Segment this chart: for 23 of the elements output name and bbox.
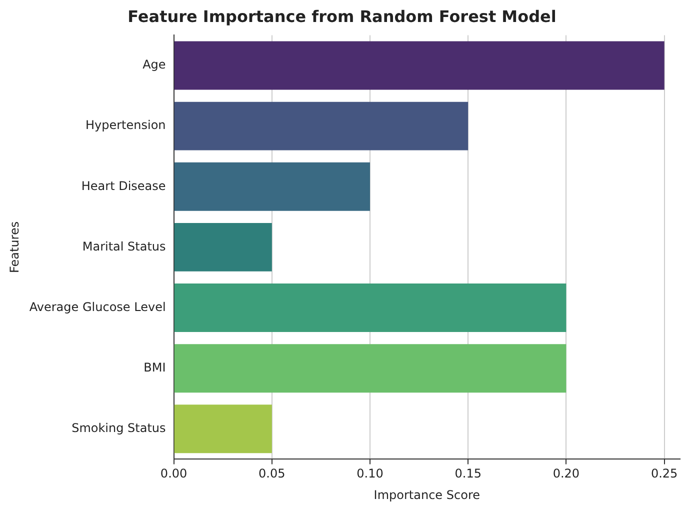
x-axis-title: Importance Score xyxy=(374,488,480,502)
y-tick-label: Average Glucose Level xyxy=(29,300,166,314)
x-tick-label: 0.05 xyxy=(258,466,286,481)
y-axis-title: Features xyxy=(7,221,22,274)
x-tick-label: 0.25 xyxy=(650,466,678,481)
y-tick-label: Age xyxy=(142,58,166,72)
x-tick-label: 0.20 xyxy=(552,466,580,481)
bar xyxy=(174,222,272,272)
y-tick-label: BMI xyxy=(144,360,166,374)
x-tick-label: 0.10 xyxy=(356,466,384,481)
bar xyxy=(174,102,468,150)
x-tick-label: 0.00 xyxy=(160,466,188,481)
y-tick-label: Marital Status xyxy=(82,239,166,254)
bar xyxy=(174,41,664,90)
chart-title: Feature Importance from Random Forest Model xyxy=(128,6,556,26)
bar xyxy=(174,344,566,393)
x-tick-label: 0.15 xyxy=(454,466,482,481)
bar xyxy=(174,162,370,211)
y-tick-label: Heart Disease xyxy=(81,178,166,193)
y-tick-label: Hypertension xyxy=(86,118,166,132)
bar xyxy=(174,404,272,454)
bar xyxy=(174,284,566,332)
y-tick-label: Smoking Status xyxy=(72,421,166,436)
